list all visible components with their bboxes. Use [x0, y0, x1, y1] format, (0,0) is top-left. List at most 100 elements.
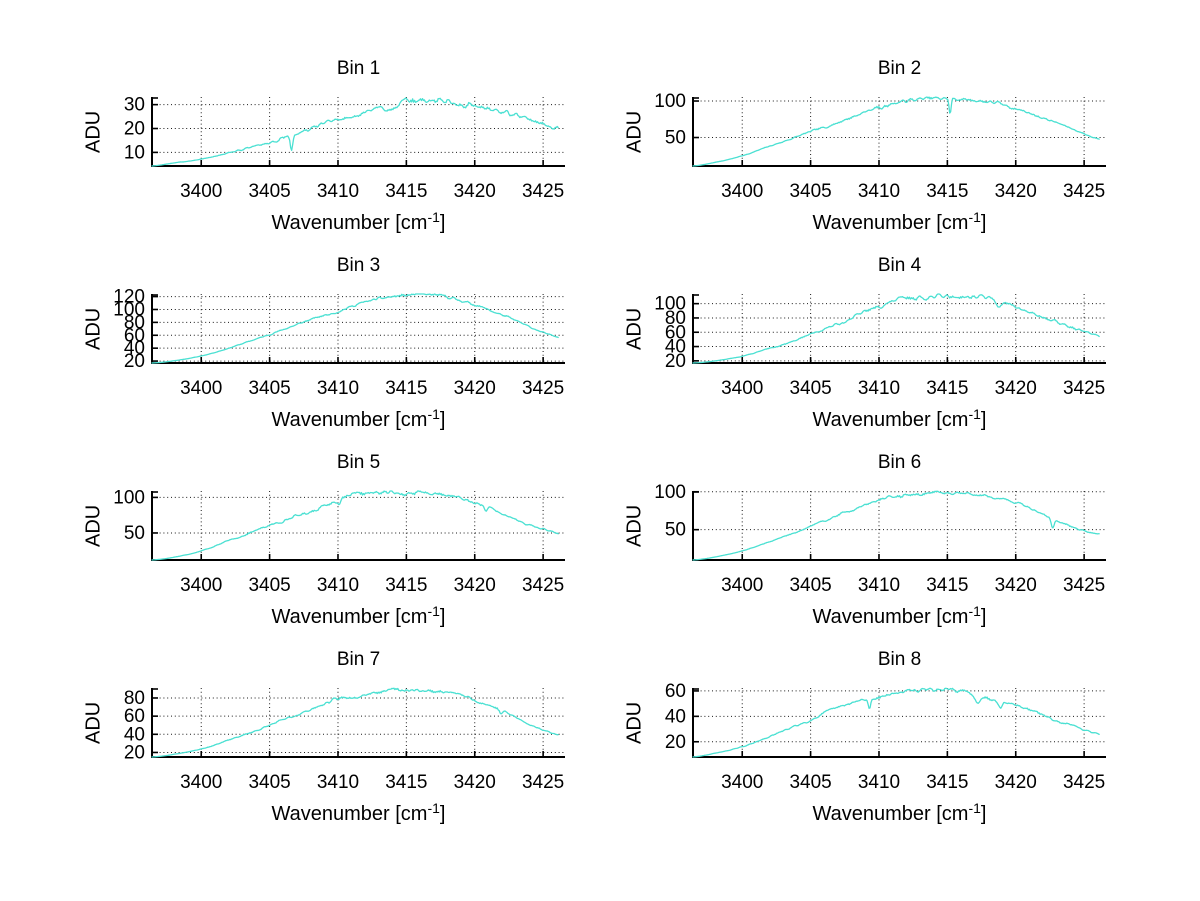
svg-text:30: 30: [124, 95, 145, 116]
y-axis-label: ADU: [623, 701, 646, 744]
svg-text:3420: 3420: [454, 772, 496, 793]
svg-text:40: 40: [665, 337, 686, 358]
x-axis-label-bracket: ]: [439, 606, 446, 628]
svg-text:40: 40: [124, 724, 145, 745]
svg-text:3415: 3415: [385, 181, 427, 202]
plot-canvas: 3400 3405 3410 3415 3420 3425 20 40 60: [665, 681, 1106, 793]
svg-text:100: 100: [654, 294, 686, 315]
svg-text:100: 100: [654, 91, 686, 112]
svg-text:3420: 3420: [454, 378, 496, 399]
svg-text:60: 60: [665, 322, 686, 343]
svg-text:3415: 3415: [385, 378, 427, 399]
x-axis-label-superscript: -1: [968, 406, 981, 422]
svg-text:10: 10: [124, 142, 145, 163]
axes: [692, 97, 1106, 167]
x-axis-label: Wavenumber [cm-1]: [152, 406, 565, 434]
x-axis-label-text: Wavenumber [cm: [812, 212, 969, 234]
grid-lines: [693, 294, 1106, 363]
subplot-bin-7: 3400 3405 3410 3415 3420 3425 20 40 60 80 Bin 7 A…: [60, 636, 605, 831]
y-axis-label: ADU: [82, 701, 105, 744]
svg-text:20: 20: [124, 742, 145, 763]
svg-text:3415: 3415: [926, 181, 968, 202]
svg-text:3410: 3410: [317, 575, 359, 596]
x-axis-label-superscript: -1: [427, 800, 440, 816]
svg-text:3410: 3410: [317, 378, 359, 399]
svg-text:3425: 3425: [1063, 575, 1105, 596]
subplot-title: Bin 3: [336, 255, 381, 276]
svg-text:20: 20: [665, 732, 686, 753]
spectrum-curve: [151, 97, 559, 167]
grid-lines: [693, 491, 1106, 560]
svg-text:3400: 3400: [721, 575, 763, 596]
x-axis-label-bracket: ]: [439, 409, 446, 431]
svg-text:3410: 3410: [858, 181, 900, 202]
svg-text:3400: 3400: [180, 575, 222, 596]
spectrum-curve: [151, 687, 559, 758]
subplot-bin-1: 3400 3405 3410 3415 3420 3425 10 20 30 Bin 1 ADU…: [60, 45, 605, 240]
plot-canvas: 3400 3405 3410 3415 3420 3425 50 100: [654, 482, 1106, 596]
svg-text:3405: 3405: [248, 181, 290, 202]
tick-labels: 3400 3405 3410 3415 3420 3425 50 100: [654, 482, 1105, 596]
svg-text:3405: 3405: [248, 575, 290, 596]
svg-text:50: 50: [665, 520, 686, 541]
x-axis-label-bracket: ]: [980, 803, 987, 825]
x-axis-label: Wavenumber [cm-1]: [152, 603, 565, 631]
y-axis-label: ADU: [82, 110, 105, 153]
subplot-title: Bin 7: [336, 649, 381, 670]
x-axis-label: Wavenumber [cm-1]: [693, 209, 1106, 237]
svg-text:3425: 3425: [522, 378, 564, 399]
svg-text:3425: 3425: [522, 181, 564, 202]
x-axis-label-superscript: -1: [427, 406, 440, 422]
subplot-bin-2: 3400 3405 3410 3415 3420 3425 50 100 Bin 2 ADU …: [601, 45, 1146, 240]
subplot-title: Bin 2: [877, 58, 922, 79]
svg-text:3420: 3420: [995, 181, 1037, 202]
svg-text:3415: 3415: [385, 772, 427, 793]
svg-text:3420: 3420: [454, 181, 496, 202]
x-axis-label-superscript: -1: [968, 800, 981, 816]
svg-text:80: 80: [124, 688, 145, 709]
x-axis-label-bracket: ]: [980, 606, 987, 628]
x-axis-label: Wavenumber [cm-1]: [693, 406, 1106, 434]
svg-text:3400: 3400: [180, 772, 222, 793]
x-axis-label-superscript: -1: [427, 209, 440, 225]
svg-text:3405: 3405: [248, 378, 290, 399]
x-axis-label-bracket: ]: [439, 212, 446, 234]
svg-text:3425: 3425: [1063, 378, 1105, 399]
svg-text:60: 60: [665, 681, 686, 702]
svg-text:40: 40: [665, 706, 686, 727]
grid-lines: [152, 294, 565, 363]
plot-canvas: 3400 3405 3410 3415 3420 3425 50 100: [654, 91, 1106, 202]
x-axis-label-text: Wavenumber [cm: [271, 606, 428, 628]
svg-text:3415: 3415: [926, 575, 968, 596]
svg-text:3400: 3400: [721, 772, 763, 793]
y-axis-label: ADU: [82, 504, 105, 547]
svg-text:3420: 3420: [454, 575, 496, 596]
subplot-title: Bin 8: [877, 649, 922, 670]
spectrum-curve: [692, 490, 1100, 561]
svg-text:3425: 3425: [522, 575, 564, 596]
svg-text:3400: 3400: [180, 378, 222, 399]
y-axis-label: ADU: [623, 110, 646, 153]
svg-text:3400: 3400: [721, 378, 763, 399]
axes: [151, 491, 565, 561]
x-axis-label-text: Wavenumber [cm: [271, 212, 428, 234]
svg-text:3400: 3400: [721, 181, 763, 202]
x-axis-label-text: Wavenumber [cm: [812, 803, 969, 825]
svg-text:20: 20: [665, 351, 686, 372]
svg-text:20: 20: [124, 351, 145, 372]
x-axis-label-text: Wavenumber [cm: [271, 409, 428, 431]
x-axis-label-text: Wavenumber [cm: [271, 803, 428, 825]
y-axis-label: ADU: [82, 307, 105, 350]
svg-text:3415: 3415: [385, 575, 427, 596]
axes: [692, 688, 1106, 758]
subplot-bin-6: 3400 3405 3410 3415 3420 3425 50 100 Bin 6 ADU …: [601, 439, 1146, 634]
x-axis-label-text: Wavenumber [cm: [812, 409, 969, 431]
tick-labels: 3400 3405 3410 3415 3420 3425 50 100: [654, 91, 1105, 202]
svg-text:80: 80: [124, 312, 145, 333]
